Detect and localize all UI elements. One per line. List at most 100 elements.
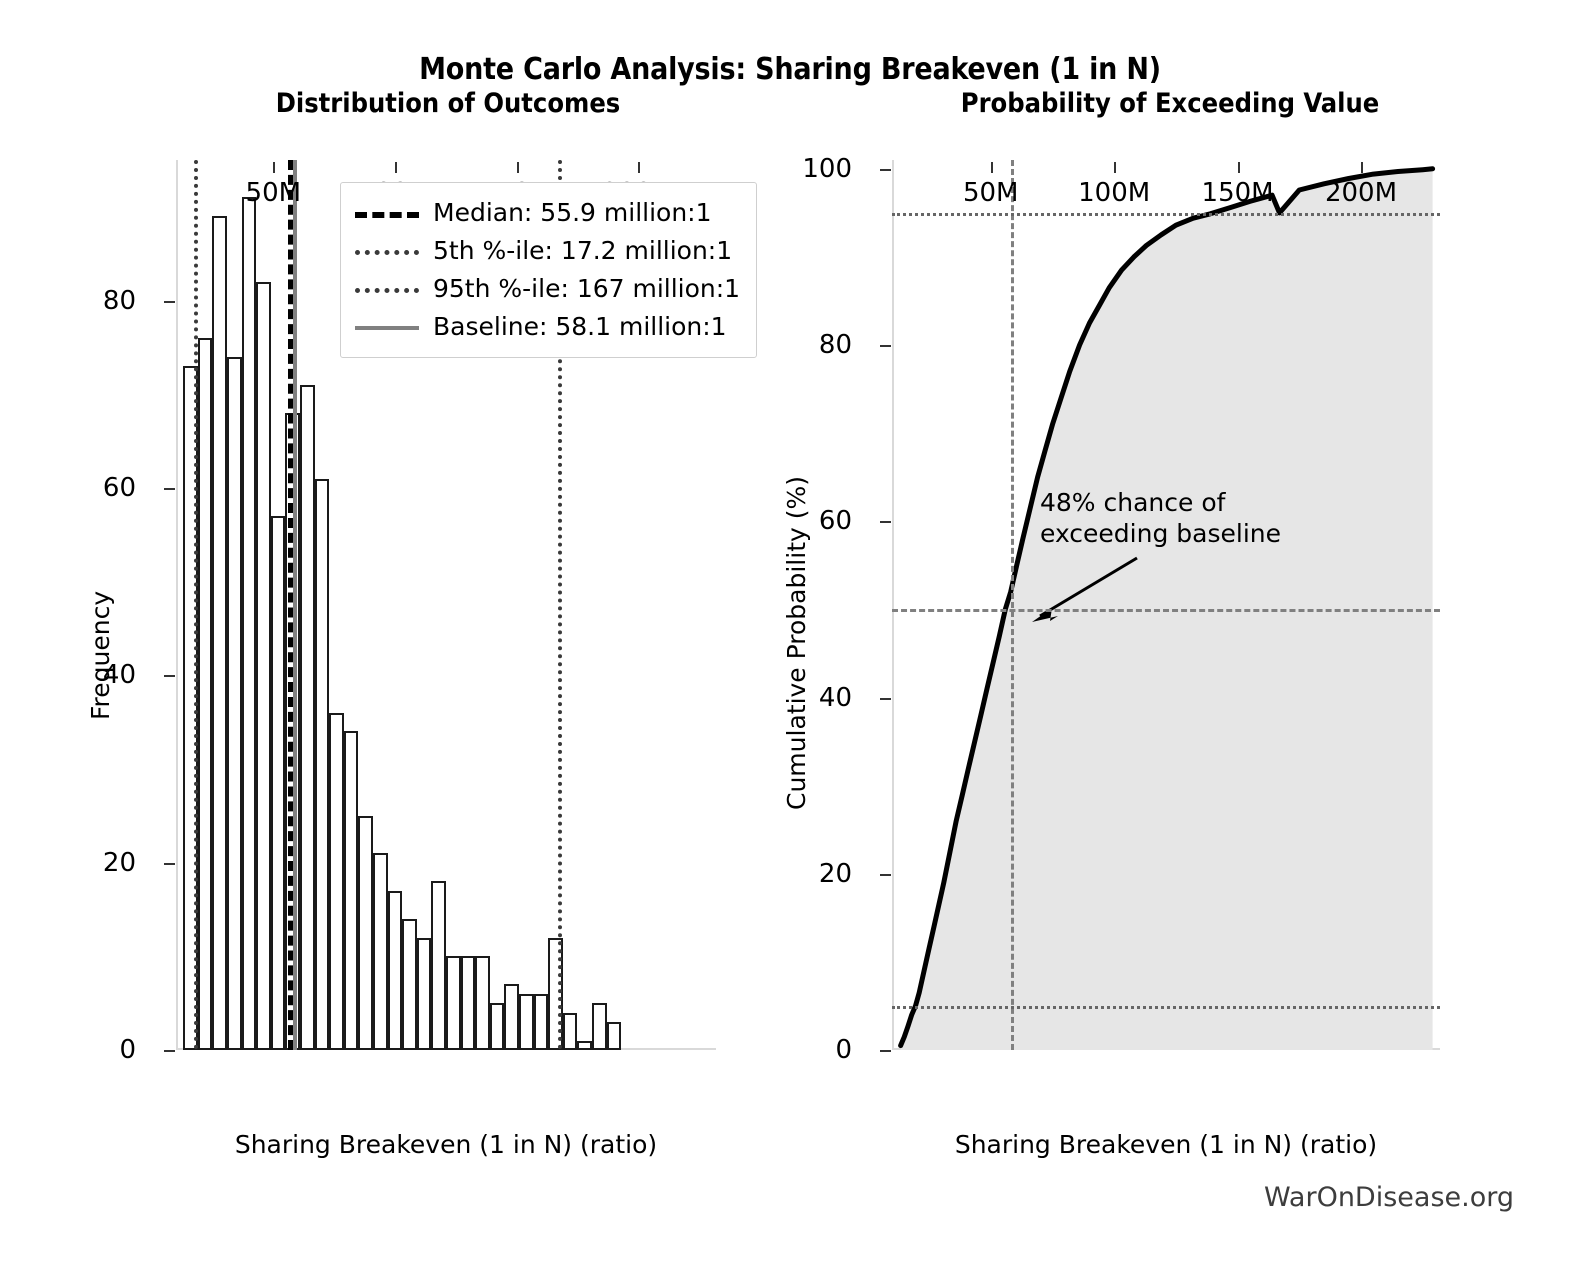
- left-axis-spine: [176, 160, 178, 1050]
- reference-line-p95-horizontal: [892, 212, 1440, 216]
- histogram-bar: [416, 937, 432, 1050]
- figure-suptitle: Monte Carlo Analysis: Sharing Breakeven …: [419, 52, 1161, 87]
- histogram-bar: [387, 890, 403, 1050]
- histogram-bar: [314, 478, 330, 1050]
- right-panel-title: Probability of Exceeding Value: [960, 88, 1380, 119]
- histogram-legend: Median: 55.9 million:1 5th %-ile: 17.2 m…: [340, 182, 758, 358]
- cdf-line: [898, 166, 1436, 1049]
- x-tick: [1361, 162, 1363, 173]
- legend-label: Baseline: 58.1 million:1: [433, 311, 727, 341]
- y-tick: [164, 300, 175, 303]
- histogram-bar: [562, 1012, 578, 1050]
- histogram-bar: [300, 384, 315, 1050]
- annotation-line-1: 48% chance of: [1040, 488, 1226, 517]
- histogram-bar: [402, 918, 417, 1050]
- reference-line-median: [287, 160, 293, 1050]
- y-tick: [880, 345, 891, 348]
- y-tick-label: 0: [835, 1035, 852, 1065]
- y-tick: [164, 862, 175, 865]
- histogram-bar: [256, 281, 271, 1050]
- x-tick-label: 50M: [962, 178, 1019, 208]
- legend-item: 95th %-ile: 167 million:1: [355, 269, 740, 307]
- legend-item: 5th %-ile: 17.2 million:1: [355, 231, 740, 269]
- x-tick: [516, 162, 519, 173]
- cdf-axes: 0 20 40 60 80 100 50M 100M 150M 200M: [802, 156, 1440, 1063]
- y-tick: [880, 1050, 891, 1052]
- y-tick-label: 40: [102, 660, 136, 691]
- median-line-swatch: [355, 203, 419, 221]
- histogram-bar: [270, 516, 286, 1050]
- histogram-bar: [475, 956, 490, 1050]
- legend-item: Baseline: 58.1 million:1: [355, 307, 740, 345]
- x-tick: [273, 162, 276, 173]
- histogram-bar: [591, 1003, 607, 1050]
- x-tick: [1237, 162, 1240, 173]
- annotation-line-2: exceeding baseline: [1040, 518, 1281, 548]
- legend-label: 95th %-ile: 167 million:1: [433, 273, 741, 303]
- y-tick: [880, 697, 891, 700]
- annotation-arrow-icon: [1032, 556, 1138, 622]
- x-tick-label: 150M: [1201, 178, 1274, 208]
- reference-line-baseline: [293, 160, 297, 1050]
- x-tick-label: 100M: [1078, 178, 1151, 208]
- legend-label: Median: 55.9 million:1: [433, 197, 712, 227]
- x-tick-label: 50M: [245, 178, 302, 208]
- y-tick: [880, 168, 891, 171]
- y-tick-label: 60: [102, 472, 136, 503]
- x-tick: [638, 162, 641, 173]
- reference-line-p95: [557, 160, 562, 1050]
- histogram-bar: [533, 993, 549, 1050]
- p05-line-swatch: [355, 241, 419, 259]
- baseline-line-swatch: [355, 317, 419, 335]
- y-tick: [880, 521, 891, 524]
- x-tick: [394, 162, 397, 173]
- y-tick-label: 80: [102, 285, 136, 316]
- histogram-bar: [446, 956, 461, 1050]
- y-tick-label: 20: [818, 858, 852, 889]
- histogram-bar: [577, 1040, 592, 1050]
- reference-line-median-horizontal: [892, 609, 1440, 613]
- histogram-bar: [358, 815, 374, 1050]
- cdf-annotation: 48% chance of exceeding baseline: [1040, 488, 1281, 549]
- histogram-bar: [197, 338, 213, 1050]
- histogram-bar: [489, 1003, 505, 1050]
- reference-line-p05-horizontal: [892, 1005, 1440, 1009]
- y-tick-label: 80: [818, 330, 852, 361]
- histogram-bar: [241, 197, 257, 1050]
- histogram-bar: [431, 881, 446, 1050]
- legend-item: Median: 55.9 million:1: [355, 193, 740, 231]
- histogram-bar: [343, 731, 359, 1050]
- x-tick-label: 200M: [1324, 178, 1398, 208]
- left-panel-title: Distribution of Outcomes: [275, 88, 621, 119]
- cdf-curve-plot: [898, 166, 1436, 1050]
- p95-line-swatch: [355, 279, 419, 297]
- footer-watermark: WarOnDisease.org: [1263, 1182, 1514, 1213]
- histogram-bar: [460, 956, 476, 1050]
- reference-line-baseline-vertical: [1010, 160, 1014, 1050]
- y-tick-label: 60: [818, 506, 852, 537]
- histogram-bar: [373, 853, 388, 1050]
- y-tick-label: 100: [802, 153, 852, 184]
- histogram-bar: [504, 984, 519, 1050]
- legend-label: 5th %-ile: 17.2 million:1: [433, 235, 733, 265]
- histogram-bar: [329, 712, 344, 1050]
- histogram-bar: [227, 356, 242, 1050]
- left-x-axis-label: Sharing Breakeven (1 in N) (ratio): [234, 1130, 658, 1159]
- y-tick-label: 0: [119, 1035, 136, 1065]
- left-y-axis-label: Frequency: [86, 590, 115, 720]
- histogram-bar: [212, 216, 228, 1050]
- y-tick: [164, 675, 175, 678]
- y-tick: [164, 1050, 175, 1052]
- y-tick-label: 20: [102, 847, 136, 878]
- right-x-axis-label: Sharing Breakeven (1 in N) (ratio): [954, 1130, 1378, 1159]
- y-tick: [880, 873, 891, 876]
- histogram-bar: [606, 1021, 622, 1050]
- right-left-axis-spine: [892, 160, 894, 1050]
- y-tick: [164, 487, 175, 490]
- y-tick-label: 40: [818, 682, 852, 713]
- x-tick: [990, 162, 993, 173]
- x-tick: [1114, 162, 1117, 173]
- histogram-bar: [518, 993, 534, 1050]
- reference-line-p05: [193, 160, 198, 1050]
